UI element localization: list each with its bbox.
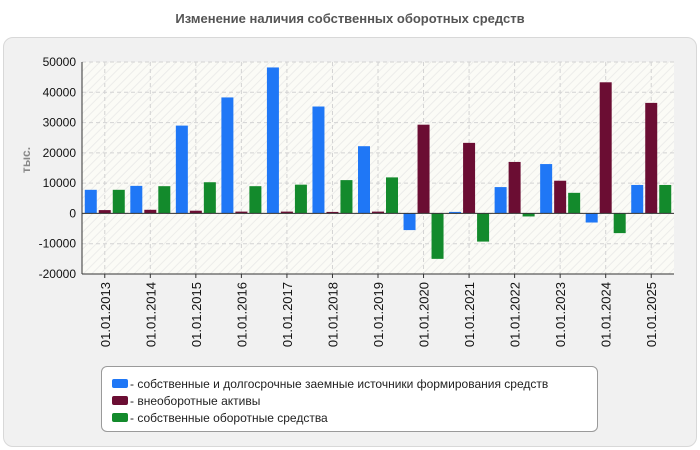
bar <box>175 125 188 214</box>
bar <box>585 213 598 223</box>
bar <box>144 209 157 214</box>
x-tick-label: 01.01.2020 <box>417 282 432 347</box>
bar <box>312 106 325 214</box>
x-tick-label: 01.01.2025 <box>644 282 659 347</box>
bar <box>645 102 658 214</box>
y-tick-label: 30000 <box>43 116 77 130</box>
y-tick-label: -10000 <box>39 237 77 251</box>
x-tick-label: 01.01.2021 <box>462 282 477 347</box>
bar <box>599 82 612 214</box>
y-tick-label: 10000 <box>43 176 77 190</box>
legend-swatch-working-capital <box>112 413 128 422</box>
bar <box>403 213 416 231</box>
bar <box>613 213 626 234</box>
bar <box>431 213 444 259</box>
y-tick-labels: -20000 -10000 0 10000 20000 30000 40000 50000 <box>39 55 77 281</box>
bar <box>449 211 462 214</box>
bar <box>235 211 248 214</box>
legend-item-noncurrent-assets: - внеоборотные активы <box>112 392 597 409</box>
y-tick-label: 0 <box>69 206 76 220</box>
bar <box>203 182 216 214</box>
bar <box>112 189 125 214</box>
bar <box>326 211 339 214</box>
bar <box>280 211 293 214</box>
bar <box>98 210 111 214</box>
x-tick-label: 01.01.2019 <box>371 282 386 347</box>
x-tick-labels: 01.01.2013 01.01.2014 01.01.2015 01.01.2016… <box>98 282 659 347</box>
legend-item-sources: - собственные и долгосрочные заемные ист… <box>112 375 597 392</box>
bar <box>130 185 143 214</box>
x-tick-label: 01.01.2017 <box>280 282 295 347</box>
bar <box>266 67 279 214</box>
legend-item-working-capital: - собственные оборотные средства <box>112 409 597 426</box>
y-tick-label: 40000 <box>43 85 77 99</box>
y-tick-label: 20000 <box>43 146 77 160</box>
x-tick-label: 01.01.2015 <box>189 282 204 347</box>
y-tick-label: -20000 <box>39 267 77 281</box>
bar <box>84 189 97 214</box>
bars <box>84 67 672 259</box>
legend: - собственные и долгосрочные заемные ист… <box>101 366 598 432</box>
chart-title: Изменение наличия собственных оборотных … <box>175 11 525 26</box>
bar <box>340 180 353 214</box>
y-axis-label: тыс. <box>19 147 33 173</box>
x-tick-label: 01.01.2023 <box>553 282 568 347</box>
bar <box>659 184 672 214</box>
bar <box>494 187 507 214</box>
bar <box>631 184 644 214</box>
axes <box>81 62 674 278</box>
legend-swatch-noncurrent-assets <box>112 396 128 405</box>
legend-swatch-sources <box>112 379 128 388</box>
bar <box>249 186 262 214</box>
bar <box>189 210 202 214</box>
bar <box>386 177 398 214</box>
bar <box>221 97 234 214</box>
bar <box>294 184 307 214</box>
bar <box>158 186 171 214</box>
x-tick-label: 01.01.2022 <box>508 282 523 347</box>
bar <box>540 164 553 214</box>
legend-label-noncurrent-assets: - внеоборотные активы <box>130 393 261 408</box>
bar <box>463 142 476 214</box>
bar <box>522 213 535 217</box>
bar <box>508 161 521 214</box>
x-tick-label: 01.01.2016 <box>234 282 249 347</box>
x-tick-label: 01.01.2018 <box>325 282 340 347</box>
legend-label-sources: - собственные и долгосрочные заемные ист… <box>130 376 549 391</box>
x-tick-label: 01.01.2013 <box>98 282 113 347</box>
bar <box>477 213 490 242</box>
bar <box>568 192 581 214</box>
bar <box>417 124 430 214</box>
legend-label-working-capital: - собственные оборотные средства <box>130 410 328 425</box>
bar <box>372 211 384 214</box>
y-tick-label: 50000 <box>43 55 77 69</box>
bar <box>554 180 567 214</box>
x-tick-label: 01.01.2014 <box>143 282 158 347</box>
x-tick-label: 01.01.2024 <box>599 282 614 347</box>
bar <box>358 146 370 214</box>
